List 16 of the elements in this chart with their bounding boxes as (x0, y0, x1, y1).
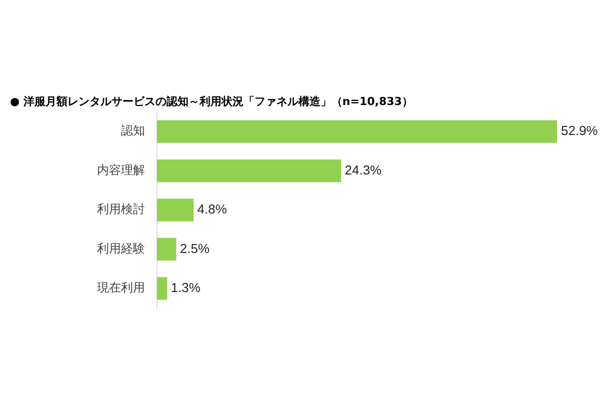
bar (157, 238, 176, 261)
data-label: 2.5% (180, 240, 210, 256)
y-tick-label: 内容理解 (97, 162, 145, 177)
data-label: 4.8% (197, 202, 228, 217)
data-label: 24.3% (344, 162, 382, 178)
y-tick-label: 利用経験 (97, 241, 145, 256)
y-tick-label: 認知 (121, 124, 145, 138)
chart-title: ● 洋服月額レンタルサービスの認知～利用状況「ファネル構造」（n=10,833） (10, 94, 413, 109)
y-tick-label: 利用検討 (97, 202, 145, 216)
bar (157, 198, 194, 222)
bar (157, 159, 342, 182)
y-tick-label: 現在利用 (97, 280, 145, 295)
data-label: 52.9% (561, 123, 598, 138)
bar (157, 120, 557, 143)
data-label: 1.3% (170, 280, 201, 295)
bar (157, 277, 168, 300)
